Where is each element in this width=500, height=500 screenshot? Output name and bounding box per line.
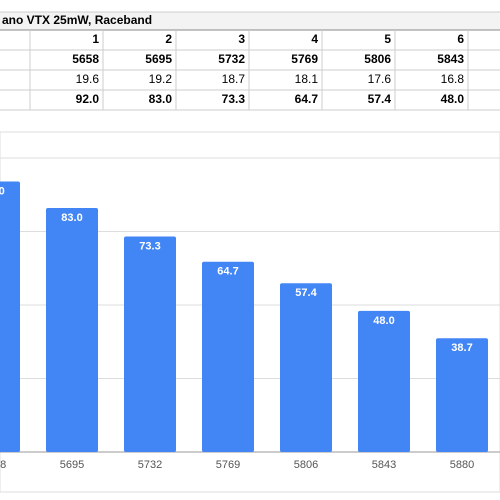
table-title: ano VTX 25mW, Raceband [2, 13, 152, 27]
table-cell: 18.1 [295, 72, 319, 86]
bar [202, 261, 254, 452]
chart-frame [0, 131, 500, 493]
table-cell: 5695 [145, 52, 172, 66]
table-cell: 18.7 [222, 72, 246, 86]
data-label: 73.3 [139, 240, 160, 252]
data-label: 92.0 [0, 185, 5, 197]
x-tick-label: 5769 [216, 459, 240, 471]
table-cell: 2 [165, 32, 172, 46]
x-tick-label: 5880 [450, 459, 474, 471]
table-cell: 16.8 [441, 72, 465, 86]
bar [358, 310, 410, 452]
table-cell: 5732 [218, 52, 245, 66]
x-tick-label: 5806 [294, 459, 318, 471]
bar [124, 236, 176, 452]
table-cell: 57.4 [368, 92, 392, 106]
table-cell: 92.0 [76, 92, 100, 106]
x-tick-label: 5658 [0, 459, 6, 471]
x-tick-label: 5843 [372, 459, 396, 471]
x-tick-label: 5732 [138, 459, 162, 471]
table-cell: 5 [384, 32, 391, 46]
table-cell: 5658 [72, 52, 99, 66]
table-cell: 5806 [364, 52, 391, 66]
data-label: 64.7 [217, 266, 238, 278]
data-label: 57.4 [295, 287, 317, 299]
table-cell: 3 [238, 32, 245, 46]
bar [0, 181, 20, 452]
data-label: 48.0 [373, 315, 394, 327]
x-tick-label: 5695 [60, 459, 84, 471]
table-cell: 1 [92, 32, 99, 46]
table-cell: 64.7 [295, 92, 319, 106]
table-cell: 73.3 [222, 92, 246, 106]
table-cell: 48.0 [441, 92, 465, 106]
table-cell: 83.0 [149, 92, 173, 106]
table-cell: 5769 [291, 52, 318, 66]
table-cell: 5843 [437, 52, 464, 66]
bar [280, 283, 332, 452]
table-cell: 4 [311, 32, 318, 46]
title-row [0, 12, 500, 30]
bar [46, 207, 98, 452]
bar [436, 338, 488, 452]
table-cell: 17.6 [368, 72, 392, 86]
table-cell: 19.2 [149, 72, 173, 86]
data-label: 38.7 [451, 342, 472, 354]
data-label: 83.0 [61, 212, 82, 224]
table-cell: 19.6 [76, 72, 100, 86]
table-cell: 6 [457, 32, 464, 46]
